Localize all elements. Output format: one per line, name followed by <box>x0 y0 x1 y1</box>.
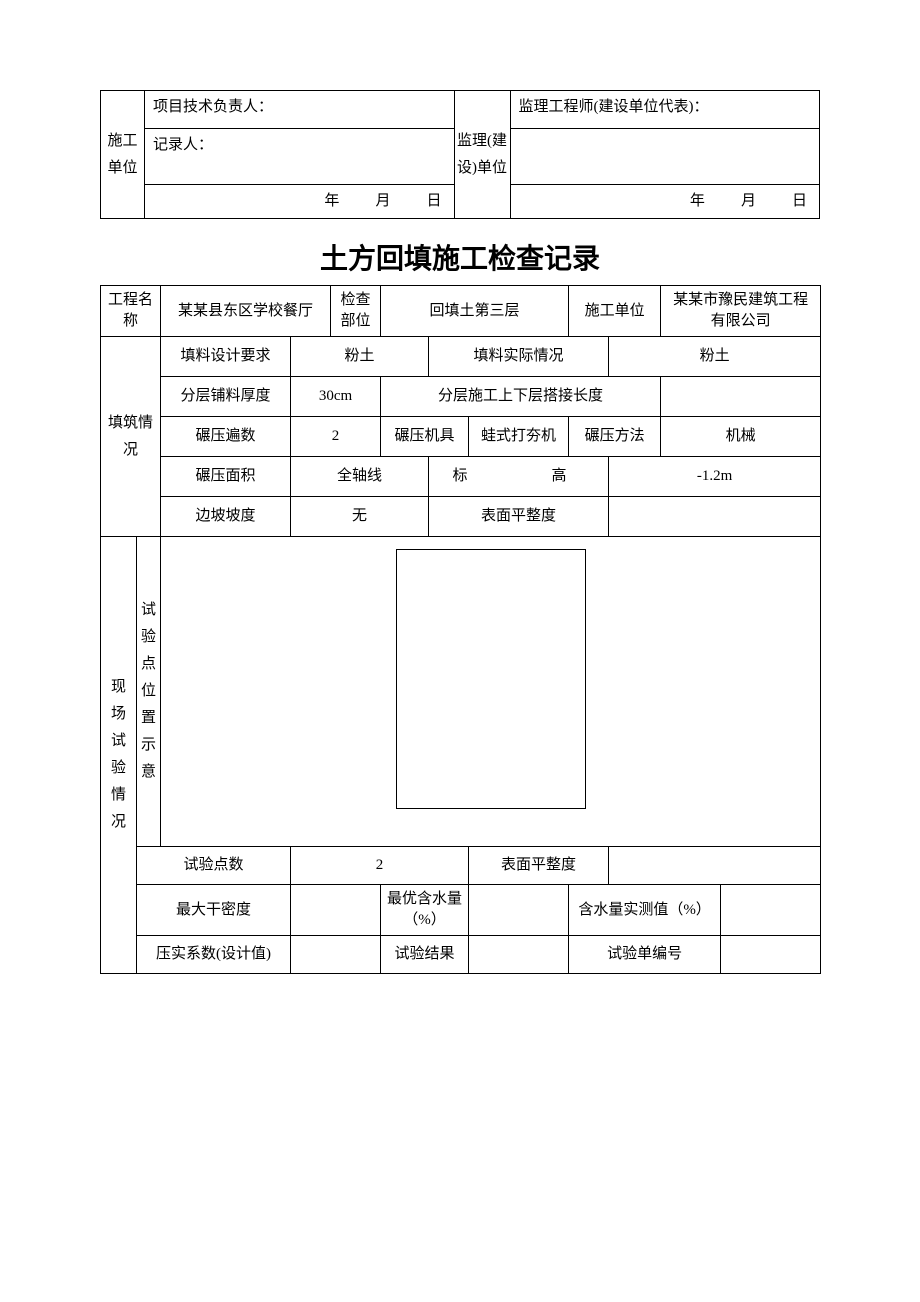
design-req-value: 粉土 <box>291 337 429 377</box>
supervisor-field[interactable]: 监理工程师(建设单位代表)： <box>510 91 820 129</box>
signature-block: 施工单位 项目技术负责人： 监理(建设)单位 监理工程师(建设单位代表)： 记录… <box>100 90 820 219</box>
inspection-form: 工程名称 某某县东区学校餐厅 检查部位 回填土第三层 施工单位 某某市豫民建筑工… <box>100 285 821 974</box>
elevation-label: 标 高 <box>429 457 609 497</box>
roll-tool-label: 碾压机具 <box>381 417 469 457</box>
constr-unit-label: 施工单位 <box>569 286 661 337</box>
point-count-value: 2 <box>291 847 469 885</box>
elevation-value: -1.2m <box>609 457 821 497</box>
project-name-value: 某某县东区学校餐厅 <box>161 286 331 337</box>
opt-moisture-value[interactable] <box>469 885 569 936</box>
design-req-label: 填料设计要求 <box>161 337 291 377</box>
max-dry-density-label: 最大干密度 <box>137 885 291 936</box>
test-flatness-value[interactable] <box>609 847 821 885</box>
test-section-label: 现场试验情况 <box>101 537 137 974</box>
meas-moisture-label: 含水量实测值（%） <box>569 885 721 936</box>
flatness-label: 表面平整度 <box>429 497 609 537</box>
check-part-value: 回填土第三层 <box>381 286 569 337</box>
diagram-box <box>396 549 586 809</box>
test-result-value[interactable] <box>469 936 569 974</box>
roll-area-value: 全轴线 <box>291 457 429 497</box>
roll-area-label: 碾压面积 <box>161 457 291 497</box>
opt-moisture-label: 最优含水量（%） <box>381 885 469 936</box>
test-sheet-no-value[interactable] <box>721 936 821 974</box>
actual-fill-label: 填料实际情况 <box>429 337 609 377</box>
construction-unit-label: 施工单位 <box>101 91 145 219</box>
right-date-line[interactable]: 年 月 日 <box>510 185 820 219</box>
roll-method-label: 碾压方法 <box>569 417 661 457</box>
slope-label: 边坡坡度 <box>161 497 291 537</box>
layer-thick-value: 30cm <box>291 377 381 417</box>
roll-tool-value: 蛙式打夯机 <box>469 417 569 457</box>
test-flatness-label: 表面平整度 <box>469 847 609 885</box>
recorder-field[interactable]: 记录人： <box>145 129 455 185</box>
roll-method-value: 机械 <box>661 417 821 457</box>
constr-unit-value: 某某市豫民建筑工程有限公司 <box>661 286 821 337</box>
fill-section-label: 填筑情况 <box>101 337 161 537</box>
left-date-line[interactable]: 年 月 日 <box>145 185 455 219</box>
test-result-label: 试验结果 <box>381 936 469 974</box>
test-position-diagram <box>161 537 821 847</box>
point-count-label: 试验点数 <box>137 847 291 885</box>
test-sheet-no-label: 试验单编号 <box>569 936 721 974</box>
roll-count-label: 碾压遍数 <box>161 417 291 457</box>
overlap-label: 分层施工上下层搭接长度 <box>381 377 661 417</box>
check-part-label: 检查部位 <box>331 286 381 337</box>
project-name-label: 工程名称 <box>101 286 161 337</box>
meas-moisture-value[interactable] <box>721 885 821 936</box>
document-title: 土方回填施工检查记录 <box>100 237 820 277</box>
compact-coef-value[interactable] <box>291 936 381 974</box>
flatness-value[interactable] <box>609 497 821 537</box>
compact-coef-label: 压实系数(设计值) <box>137 936 291 974</box>
max-dry-density-value[interactable] <box>291 885 381 936</box>
overlap-value[interactable] <box>661 377 821 417</box>
supervisor-blank[interactable] <box>510 129 820 185</box>
roll-count-value: 2 <box>291 417 381 457</box>
test-pos-label: 试验点位置示意 <box>137 537 161 847</box>
supervision-unit-label: 监理(建设)单位 <box>454 91 510 219</box>
tech-leader-field[interactable]: 项目技术负责人： <box>145 91 455 129</box>
actual-fill-value: 粉土 <box>609 337 821 377</box>
slope-value: 无 <box>291 497 429 537</box>
layer-thick-label: 分层铺料厚度 <box>161 377 291 417</box>
